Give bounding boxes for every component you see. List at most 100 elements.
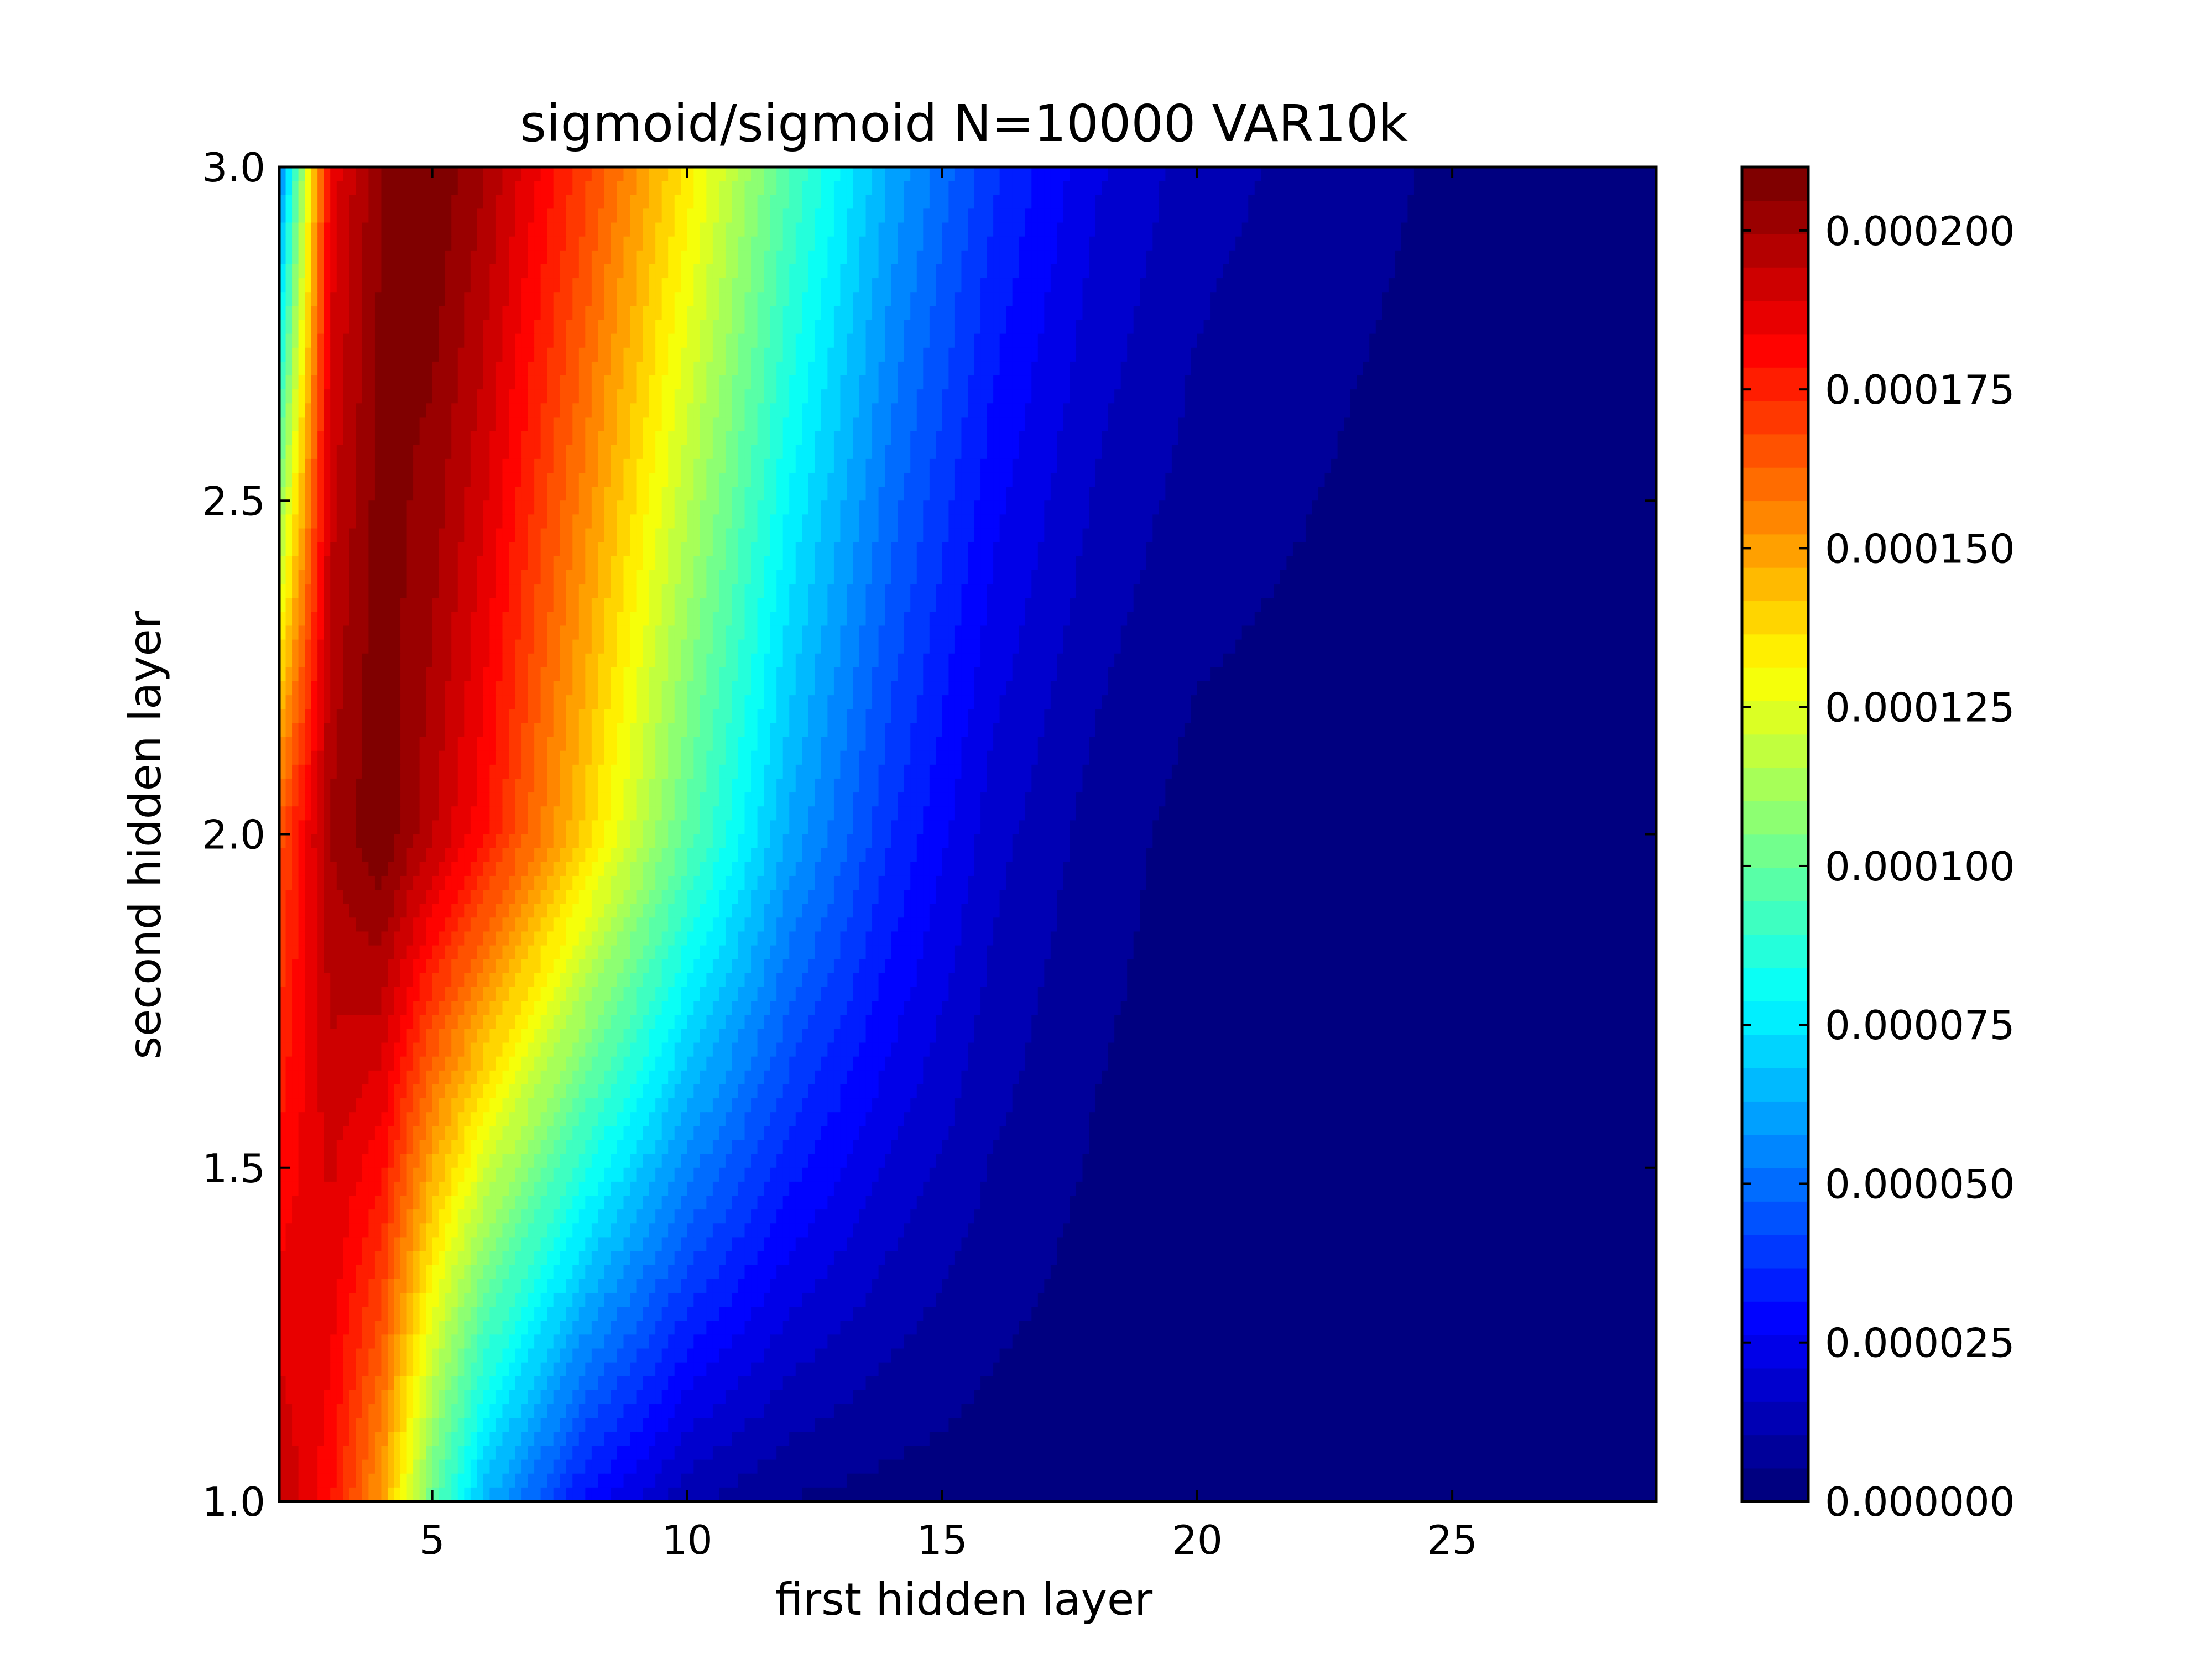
heatmap-cell: [337, 403, 343, 418]
heatmap-cell: [1561, 403, 1567, 418]
heatmap-cell: [655, 306, 662, 320]
heatmap-cell: [1459, 431, 1465, 446]
heatmap-cell: [1535, 375, 1542, 390]
heatmap-cell: [853, 167, 860, 181]
heatmap-cell: [726, 362, 732, 376]
heatmap-cell: [1580, 264, 1587, 279]
heatmap-cell: [1389, 320, 1395, 334]
heatmap-cell: [802, 417, 808, 431]
heatmap-cell: [923, 389, 930, 404]
heatmap-cell: [1644, 431, 1650, 446]
heatmap-cell: [432, 292, 439, 306]
heatmap-cell: [1376, 459, 1383, 473]
heatmap-cell: [420, 251, 426, 265]
heatmap-cell: [693, 292, 700, 306]
heatmap-cell: [1197, 264, 1204, 279]
heatmap-cell: [1407, 237, 1414, 251]
heatmap-cell: [330, 334, 337, 348]
heatmap-cell: [719, 167, 726, 181]
heatmap-cell: [515, 320, 522, 334]
heatmap-cell: [1344, 473, 1350, 487]
heatmap-cell: [1433, 375, 1440, 390]
heatmap-cell: [1376, 251, 1383, 265]
heatmap-cell: [1357, 417, 1363, 431]
heatmap-cell: [311, 278, 318, 293]
heatmap-cell: [1554, 320, 1561, 334]
heatmap-cell: [1152, 237, 1159, 251]
heatmap-cell: [407, 208, 414, 223]
heatmap-cell: [1389, 223, 1395, 237]
heatmap-cell: [515, 264, 522, 279]
heatmap-cell: [1089, 431, 1095, 446]
heatmap-cell: [1248, 181, 1255, 195]
heatmap-cell: [1580, 473, 1587, 487]
heatmap-cell: [1446, 459, 1453, 473]
heatmap-cell: [604, 403, 611, 418]
heatmap-cell: [1267, 375, 1274, 390]
heatmap-cell: [1102, 431, 1108, 446]
heatmap-cell: [349, 320, 356, 334]
heatmap-cell: [879, 445, 885, 460]
heatmap-cell: [1522, 167, 1529, 181]
heatmap-cell: [1357, 292, 1363, 306]
heatmap-cell: [624, 223, 630, 237]
heatmap-cell: [1051, 334, 1057, 348]
heatmap-cell: [1146, 334, 1153, 348]
heatmap-cell: [789, 223, 796, 237]
heatmap-cell: [1210, 403, 1217, 418]
heatmap-cell: [1382, 264, 1389, 279]
heatmap-cell: [1528, 237, 1535, 251]
heatmap-cell: [292, 445, 299, 460]
heatmap-cell: [1306, 292, 1312, 306]
heatmap-cell: [528, 431, 535, 446]
heatmap-cell: [898, 181, 904, 195]
heatmap-cell: [637, 473, 643, 487]
heatmap-cell: [477, 389, 483, 404]
heatmap-cell: [1191, 181, 1197, 195]
heatmap-cell: [751, 348, 758, 362]
heatmap-cell: [324, 334, 331, 348]
heatmap-cell: [1127, 292, 1134, 306]
heatmap-cell: [566, 278, 573, 293]
heatmap-cell: [496, 195, 503, 209]
heatmap-cell: [827, 208, 834, 223]
heatmap-cell: [815, 208, 821, 223]
heatmap-cell: [1051, 320, 1057, 334]
heatmap-cell: [1389, 237, 1395, 251]
heatmap-cell: [1599, 208, 1605, 223]
heatmap-cell: [432, 208, 439, 223]
heatmap-cell: [1503, 445, 1510, 460]
heatmap-cell: [1395, 348, 1401, 362]
heatmap-cell: [420, 292, 426, 306]
heatmap-cell: [420, 223, 426, 237]
heatmap-cell: [1338, 403, 1344, 418]
heatmap-cell: [770, 181, 777, 195]
heatmap-cell: [987, 237, 994, 251]
heatmap-cell: [566, 431, 573, 446]
heatmap-cell: [859, 403, 866, 418]
heatmap-cell: [1261, 362, 1267, 376]
heatmap-cell: [1121, 251, 1128, 265]
heatmap-cell: [1165, 306, 1172, 320]
heatmap-cell: [1472, 195, 1478, 209]
heatmap-cell: [980, 306, 987, 320]
heatmap-cell: [579, 334, 586, 348]
heatmap-cell: [745, 278, 752, 293]
heatmap-cell: [1618, 251, 1625, 265]
heatmap-cell: [1624, 306, 1631, 320]
heatmap-cell: [745, 473, 752, 487]
heatmap-cell: [400, 348, 407, 362]
heatmap-cell: [343, 251, 349, 265]
heatmap-cell: [356, 264, 362, 279]
heatmap-cell: [579, 167, 586, 181]
heatmap-cell: [637, 320, 643, 334]
heatmap-cell: [579, 208, 586, 223]
heatmap-cell: [1038, 237, 1045, 251]
heatmap-cell: [1395, 167, 1401, 181]
heatmap-cell: [1369, 251, 1376, 265]
heatmap-cell: [1586, 264, 1593, 279]
heatmap-cell: [362, 417, 369, 431]
heatmap-cell: [789, 445, 796, 460]
heatmap-cell: [789, 348, 796, 362]
heatmap-cell: [1427, 459, 1433, 473]
